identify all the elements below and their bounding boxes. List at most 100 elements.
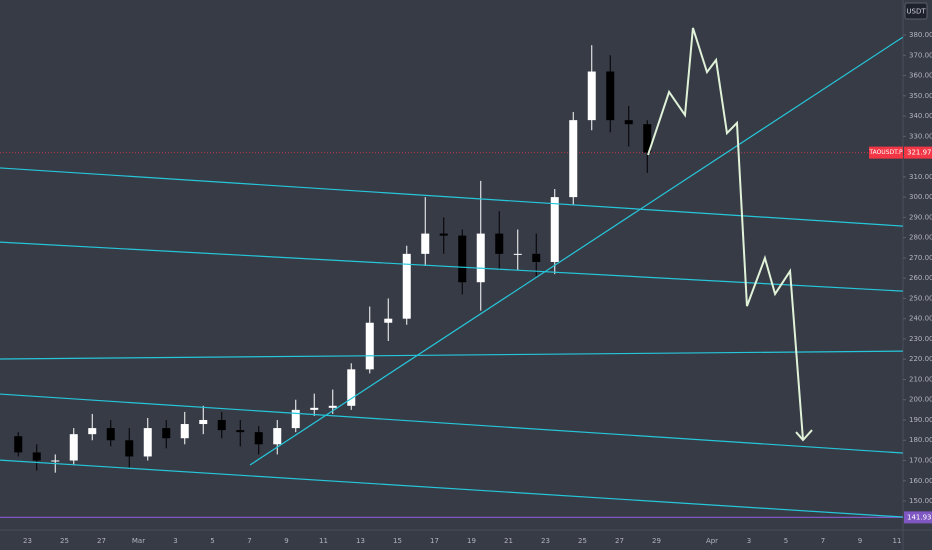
y-tick-label: 360.00 (909, 72, 932, 80)
candle-body (476, 233, 485, 283)
level-tag (904, 511, 932, 524)
trend-line (0, 350, 903, 360)
candle-body (624, 120, 633, 125)
candle-body (236, 430, 245, 433)
x-tick-label: 5 (210, 537, 214, 545)
y-tick-label: 220.00 (909, 355, 932, 363)
y-tick-label: 190.00 (909, 416, 932, 424)
candle-body (180, 424, 189, 439)
x-tick-label: 19 (467, 537, 476, 545)
y-tick-label: 340.00 (909, 112, 932, 120)
candle-body (273, 428, 282, 445)
y-tick-label: 250.00 (909, 294, 932, 302)
candle-body (143, 428, 152, 457)
x-tick-label: 9 (284, 537, 288, 545)
y-tick-label: 230.00 (909, 335, 932, 343)
x-tick-label: 17 (430, 537, 439, 545)
y-tick-label: 380.00 (909, 31, 932, 39)
y-tick-label: 330.00 (909, 132, 932, 140)
trend-line (0, 241, 903, 292)
candle-body (106, 428, 115, 441)
x-tick-label: 25 (60, 537, 69, 545)
x-tick-label: 27 (97, 537, 106, 545)
candle-body (643, 124, 652, 153)
last-price-label: 321.97 (907, 149, 932, 157)
candle-body (254, 432, 263, 445)
y-tick-label: 240.00 (909, 315, 932, 323)
x-tick-label: 27 (615, 537, 624, 545)
candle-body (328, 405, 337, 408)
candle-body (587, 71, 596, 121)
y-tick-label: 300.00 (909, 193, 932, 201)
candle-body (421, 233, 430, 254)
x-tick-label: Mar (132, 537, 145, 545)
x-tick-label: 3 (173, 537, 177, 545)
x-tick-label: 7 (247, 537, 251, 545)
x-tick-label: 11 (893, 537, 902, 545)
candle-body (365, 322, 374, 370)
candle-body (51, 460, 60, 462)
x-tick-label: 25 (578, 537, 587, 545)
trend-line (0, 393, 903, 454)
candle-body (199, 419, 208, 425)
trend-line (0, 459, 903, 518)
candle-body (69, 434, 78, 461)
candle-body (384, 318, 393, 323)
x-tick-label: 29 (652, 537, 661, 545)
y-tick-label: 350.00 (909, 92, 932, 100)
x-tick-label: 23 (541, 537, 550, 545)
x-tick-label: 9 (858, 537, 862, 545)
y-tick-label: 150.00 (909, 497, 932, 505)
candle-body (439, 233, 448, 236)
y-tick-label: 290.00 (909, 213, 932, 221)
last-price-tag (904, 146, 932, 159)
currency-button[interactable] (904, 2, 928, 20)
trend-line (249, 36, 904, 466)
x-tick-label: 11 (319, 537, 328, 545)
x-tick-label: 23 (23, 537, 32, 545)
x-tick-label: 21 (504, 537, 513, 545)
candle-body (310, 407, 319, 410)
candle-body (513, 253, 522, 255)
candle-body (14, 436, 23, 453)
x-tick-label: Apr (706, 537, 718, 545)
level-label: 141.93 (907, 513, 932, 521)
projection-arrowhead (795, 429, 813, 442)
candle-body (88, 428, 97, 435)
candle-body (550, 197, 559, 262)
trend-line (0, 167, 903, 227)
candle-body (495, 233, 504, 254)
currency-label[interactable]: USDT (906, 8, 926, 16)
y-tick-label: 170.00 (909, 457, 932, 465)
x-tick-label: 3 (747, 537, 751, 545)
candle-body (569, 120, 578, 198)
y-tick-label: 370.00 (909, 51, 932, 59)
candle-body (402, 253, 411, 319)
symbol-label: TAOUSDT.P (868, 149, 903, 156)
candle-body (347, 369, 356, 406)
candle-body (217, 419, 226, 431)
projection-path (647, 27, 805, 441)
x-tick-label: 5 (784, 537, 788, 545)
candle-body (458, 235, 467, 283)
candle-body (162, 428, 171, 439)
candle-body (32, 452, 41, 461)
symbol-tag (869, 146, 903, 159)
x-tick-label: 13 (356, 537, 365, 545)
candle-body (291, 409, 300, 429)
x-tick-label: 7 (821, 537, 825, 545)
y-tick-label: 160.00 (909, 477, 932, 485)
y-tick-label: 260.00 (909, 274, 932, 282)
y-tick-label: 270.00 (909, 254, 932, 262)
candle-body (606, 71, 615, 121)
candle-body (532, 253, 541, 262)
y-tick-label: 310.00 (909, 173, 932, 181)
plot-area (0, 27, 904, 518)
y-tick-label: 210.00 (909, 375, 932, 383)
x-tick-label: 15 (393, 537, 402, 545)
candle-body (125, 440, 134, 457)
y-tick-label: 180.00 (909, 436, 932, 444)
y-tick-label: 200.00 (909, 396, 932, 404)
y-tick-label: 280.00 (909, 234, 932, 242)
